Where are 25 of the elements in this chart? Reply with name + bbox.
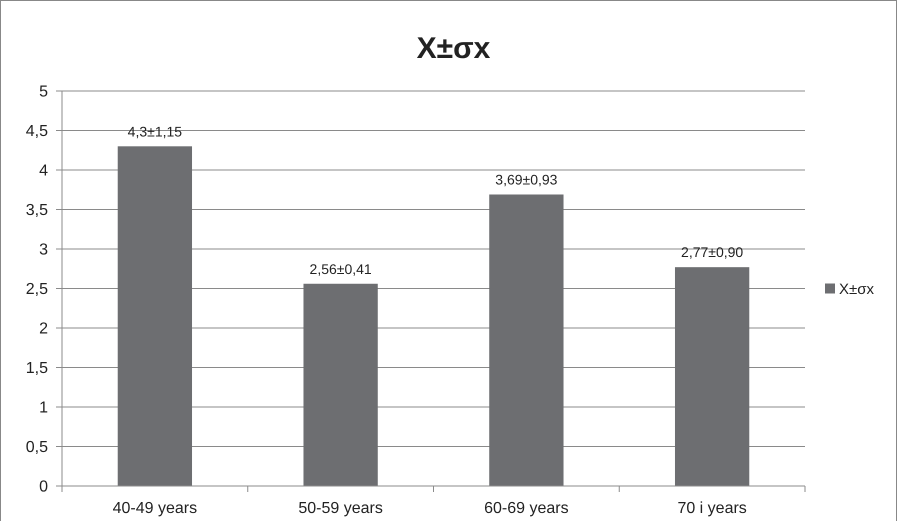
y-tick-label: 2,5 [26,281,48,298]
y-tick-label: 0 [39,478,48,496]
x-tick-label: 50-59 years [298,500,383,517]
y-tick-label: 2 [39,320,48,338]
x-tick-label: 70 i years [677,500,747,517]
y-tick-label: 0,5 [26,439,48,456]
y-tick-label: 4 [39,162,48,180]
data-label: 4,3±1,15 [128,123,182,140]
bar [303,284,378,486]
y-tick-label: 5 [39,84,48,101]
y-tick-label: 1 [39,400,48,417]
bar [674,267,750,486]
y-tick-label: 3 [39,242,48,259]
x-tick-label: 60-69 years [484,500,569,517]
data-label: 2,77±0,90 [681,244,744,260]
bar [118,146,192,486]
bar [489,194,564,486]
y-tick-label: 3,5 [26,202,48,220]
data-label: 3,69±0,93 [495,171,558,188]
x-tick-label: 40-49 years [112,500,198,517]
legend-label: X±σx [839,280,874,298]
chart-title: X±σx [416,32,491,65]
y-tick-label: 1,5 [26,360,48,378]
data-label: 2,56±0,41 [310,260,372,277]
y-tick-label: 4,5 [26,123,48,140]
